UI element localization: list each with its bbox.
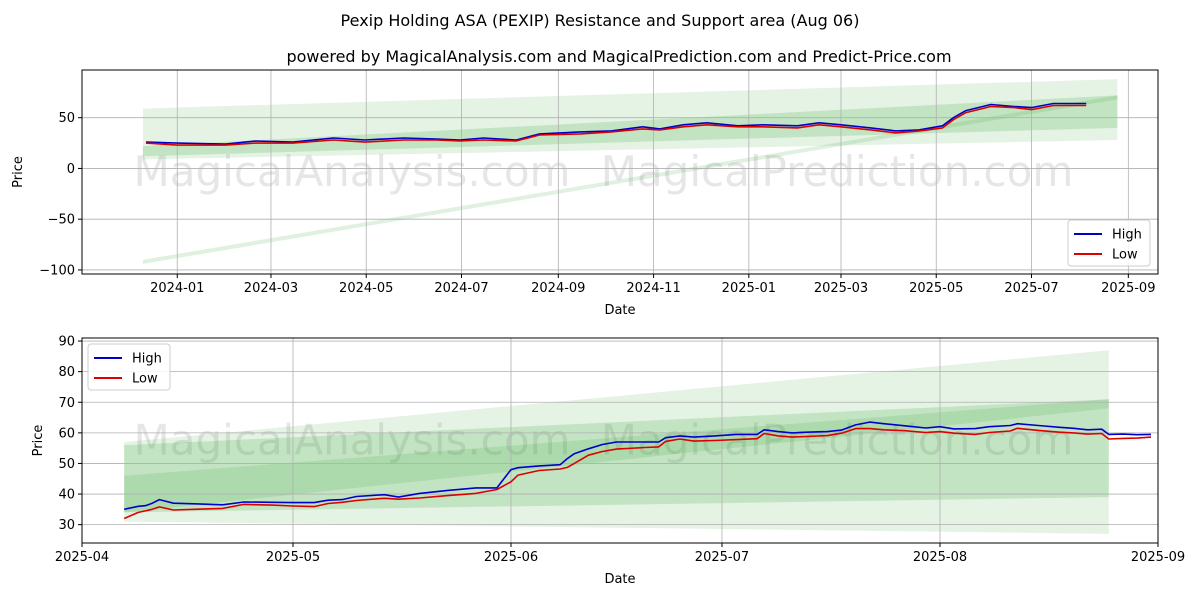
y-tick-label: −100	[39, 263, 75, 278]
x-tick-label: 2025-09	[1131, 550, 1185, 565]
bottom-support-band-2	[124, 399, 1109, 513]
series-line-low	[145, 104, 1087, 146]
y-tick-label: −50	[48, 213, 75, 228]
series-line-high	[145, 102, 1087, 145]
bottom-legend: High Low	[87, 343, 171, 391]
top-watermark: MagicalAnalysis.com MagicalPrediction.com	[134, 147, 1074, 196]
y-tick-label: 70	[58, 396, 75, 411]
top-axes: 2024-01 2024-03 2024-05 2024-07 2024-09 2024-…	[11, 111, 1155, 318]
x-tick-label: 2025-08	[913, 550, 967, 565]
x-tick-label: 2025-07	[1004, 281, 1058, 296]
y-tick-label: 60	[58, 426, 75, 441]
x-tick-label: 2024-03	[244, 281, 298, 296]
x-tick-label: 2025-04	[55, 550, 109, 565]
x-tick-label: 2024-01	[150, 281, 204, 296]
y-tick-label: 90	[58, 335, 75, 350]
y-tick-label: 0	[67, 162, 75, 177]
x-tick-label: 2025-07	[695, 550, 749, 565]
legend-label-high: High	[132, 352, 162, 367]
x-tick-label: 2025-03	[814, 281, 868, 296]
y-tick-label: 30	[58, 518, 75, 533]
x-tick-label: 2025-05	[909, 281, 963, 296]
chart-title: Pexip Holding ASA (PEXIP) Resistance and…	[341, 11, 860, 30]
watermark-text-left: MagicalAnalysis.com	[134, 416, 571, 465]
bottom-plot-frame	[81, 337, 1159, 544]
bottom-watermark: MagicalAnalysis.com MagicalPrediction.com	[134, 416, 1074, 465]
top-grid	[82, 70, 1158, 274]
x-tick-label: 2025-01	[722, 281, 776, 296]
top-plot-frame	[81, 69, 1159, 275]
top-support-band-3	[142, 95, 1118, 264]
y-tick-label: 50	[58, 111, 75, 126]
top-series	[145, 102, 1087, 146]
bottom-chart-panel: MagicalAnalysis.com MagicalPrediction.com…	[31, 335, 1185, 587]
x-tick-label: 2024-11	[626, 281, 680, 296]
x-tick-label: 2024-09	[531, 281, 585, 296]
bottom-grid	[81, 338, 1159, 543]
y-axis-label: Price	[11, 156, 26, 188]
x-tick-label: 2025-09	[1101, 281, 1155, 296]
y-axis-label: Price	[31, 425, 46, 457]
x-tick-label: 2024-05	[339, 281, 393, 296]
chart-subtitle: powered by MagicalAnalysis.com and Magic…	[286, 47, 951, 66]
watermark-text-right: MagicalPrediction.com	[601, 147, 1074, 196]
x-tick-label: 2025-05	[266, 550, 320, 565]
y-tick-label: 80	[58, 365, 75, 380]
legend-label-high: High	[1112, 228, 1142, 243]
y-tick-label: 50	[58, 457, 75, 472]
top-legend: High Low	[1067, 219, 1151, 267]
watermark-text-right: MagicalPrediction.com	[601, 416, 1074, 465]
x-axis-label: Date	[604, 303, 635, 318]
series-line-high	[124, 421, 1152, 511]
legend-label-low: Low	[1112, 248, 1138, 263]
y-tick-label: 40	[58, 488, 75, 503]
x-tick-label: 2024-07	[434, 281, 488, 296]
bottom-series	[123, 421, 1152, 520]
series-line-low	[123, 427, 1152, 520]
watermark-text-left: MagicalAnalysis.com	[134, 147, 571, 196]
bottom-support-band-3	[124, 399, 1109, 513]
legend-label-low: Low	[132, 372, 158, 387]
x-tick-label: 2025-06	[484, 550, 538, 565]
x-axis-label: Date	[604, 572, 635, 587]
top-chart-panel: MagicalAnalysis.com MagicalPrediction.com…	[11, 69, 1159, 318]
bottom-axes: 2025-04 2025-05 2025-06 2025-07 2025-08 2025-…	[31, 335, 1185, 587]
